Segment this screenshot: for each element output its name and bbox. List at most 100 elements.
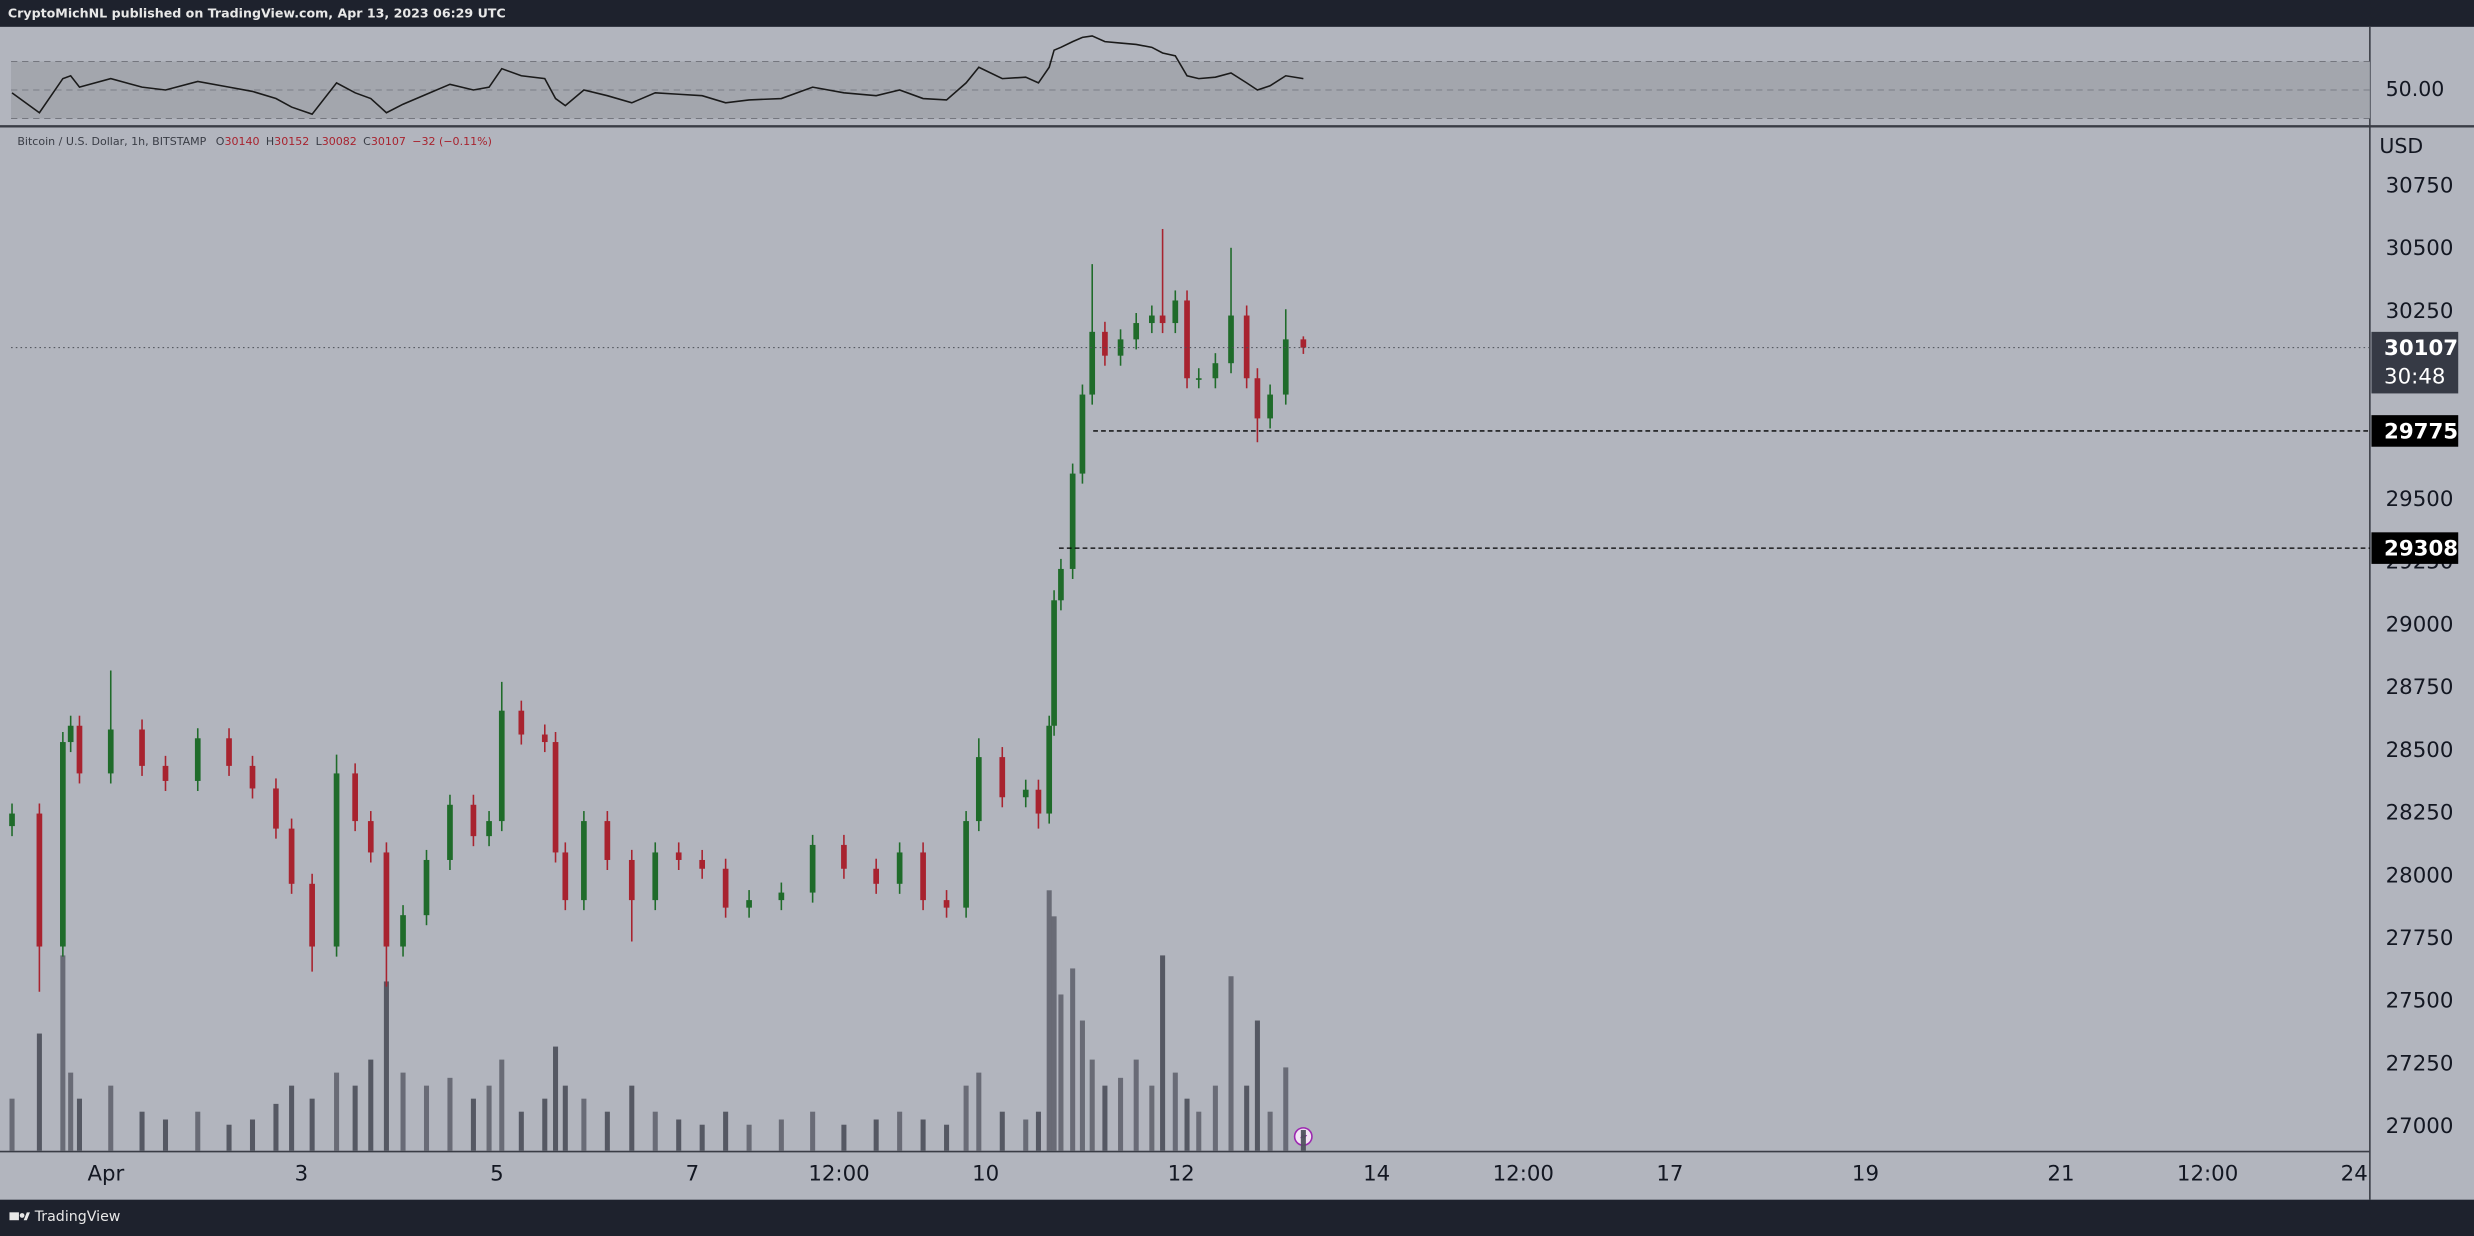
volume-bar [920, 1119, 926, 1151]
volume-bar [486, 1085, 492, 1151]
volume-bar [1160, 955, 1166, 1151]
volume-bar [944, 1124, 950, 1151]
legend-field-value: 30152 [274, 135, 309, 148]
volume-bar [1254, 1020, 1260, 1151]
volume-bar [1149, 1085, 1155, 1151]
volume-bar [1300, 1129, 1306, 1151]
volume-bar [1212, 1085, 1218, 1151]
candle-body [552, 742, 559, 853]
volume-bar [652, 1111, 658, 1151]
x-tick-label: 14 [1363, 1161, 1390, 1186]
volume-bar [1196, 1111, 1202, 1151]
y-tick-label: 27500 [2386, 989, 2454, 1014]
candle-body [873, 868, 880, 884]
legend-symbol: Bitcoin / U.S. Dollar, 1h, BITSTAMP [17, 135, 206, 148]
publisher-note: CryptoMichNL published on TradingView.co… [8, 6, 506, 21]
logo-shape [9, 1212, 19, 1221]
x-tick-label: 19 [1852, 1161, 1879, 1186]
candle-body [1172, 300, 1179, 324]
volume-bar [108, 1085, 114, 1151]
candle-body [778, 892, 785, 901]
candle-body [486, 821, 492, 837]
candle-body [1184, 300, 1190, 379]
volume-bar [1070, 968, 1076, 1151]
candle-body [498, 710, 505, 822]
rsi-line [11, 35, 1304, 116]
candle-body [675, 852, 682, 860]
volume-bar [897, 1111, 903, 1151]
candle-body [963, 821, 969, 908]
volume-bar [447, 1077, 453, 1151]
candle-body [9, 813, 15, 827]
last-price-label: 30107 [2384, 336, 2458, 361]
candle-body [1300, 339, 1307, 348]
volume-bar [162, 1119, 169, 1151]
volume-bar [746, 1124, 752, 1151]
y-tick-label: 28000 [2386, 863, 2454, 888]
volume-bar [562, 1085, 568, 1151]
volume-bar [723, 1111, 729, 1151]
rsi-band [11, 61, 2370, 119]
legend-change: −32 (−0.11%) [412, 135, 492, 148]
candle-body [1254, 378, 1261, 419]
legend-field-value: 30140 [224, 135, 259, 148]
candle-body [1228, 315, 1234, 364]
volume-bar [499, 1059, 505, 1151]
level-label-box [2371, 532, 2459, 564]
candle-body [1035, 789, 1042, 814]
volume-bar [542, 1098, 548, 1151]
volume-bar [309, 1098, 315, 1151]
candle-body [383, 852, 390, 947]
volume-bar [676, 1119, 682, 1151]
candle-body [562, 852, 569, 901]
candle-body [699, 859, 706, 869]
volume-bar [226, 1124, 232, 1151]
volume-bar [68, 1072, 74, 1151]
volume-bar [139, 1111, 145, 1151]
legend-field-value: 30082 [322, 135, 357, 148]
volume-bar [778, 1119, 784, 1151]
x-tick-label: 3 [295, 1161, 309, 1186]
y-tick-label: 30750 [2386, 173, 2454, 198]
volume-bar [1058, 994, 1064, 1151]
legend: Bitcoin / U.S. Dollar, 1h, BITSTAMP O3014… [17, 135, 492, 148]
candle-body [470, 804, 477, 837]
y-tick-label: 27750 [2386, 926, 2454, 951]
legend-field-value: 30107 [371, 135, 406, 148]
candle-body [518, 710, 525, 735]
volume-bar [1023, 1119, 1029, 1151]
volume-bar [1079, 1020, 1085, 1151]
legend-field-label: L [316, 135, 323, 148]
candle-body [162, 765, 169, 781]
level-label: 29308 [2384, 537, 2458, 562]
volume-bar [1133, 1059, 1139, 1151]
candle-body [896, 852, 903, 884]
volume-bar [352, 1085, 358, 1151]
y-tick-label: 28750 [2386, 675, 2454, 700]
candle-body [581, 821, 587, 901]
candle-body [920, 852, 926, 901]
x-tick-label: 24 [2341, 1161, 2368, 1186]
last-price-box [2371, 331, 2459, 394]
y-tick-label: 30500 [2386, 236, 2454, 261]
legend-field-label: C [363, 135, 371, 148]
volume-bar [581, 1098, 587, 1151]
candle-body [1282, 339, 1289, 395]
volume-bar [1283, 1067, 1289, 1151]
candle-body [76, 725, 83, 774]
candle-body [36, 813, 43, 947]
candle-body [1102, 331, 1108, 356]
x-tick-label: 12 [1168, 1161, 1195, 1186]
volume-bar [553, 1046, 559, 1151]
volume-bar [423, 1085, 430, 1151]
candle-body [604, 821, 611, 860]
brand: TradingView [34, 1209, 121, 1225]
candle-body [1079, 394, 1086, 474]
candle-body [722, 868, 729, 908]
x-tick-label: 7 [686, 1161, 700, 1186]
y-tick-label: 28500 [2386, 738, 2454, 763]
volume-bar [9, 1098, 15, 1151]
candle-body [1149, 315, 1155, 324]
candle-body [999, 757, 1006, 798]
